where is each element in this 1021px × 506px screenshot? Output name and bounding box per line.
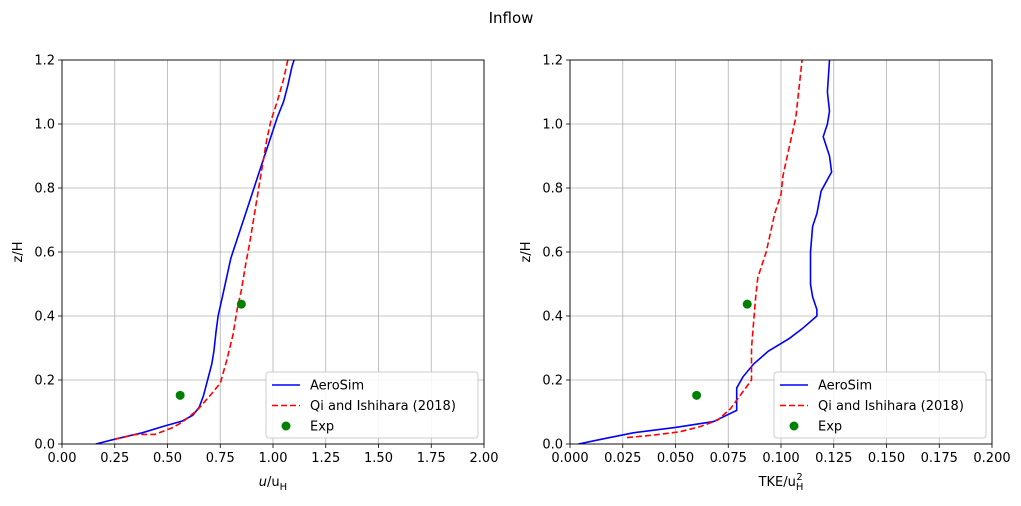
y-tick-label: 0.0 <box>542 438 563 453</box>
y-tick-label: 0.8 <box>34 182 55 197</box>
y-tick-label: 1.0 <box>542 118 563 133</box>
x-axis-label-main: TKE/u <box>758 475 796 490</box>
x-tick-label: 0.150 <box>868 451 905 466</box>
y-tick-label: 0.6 <box>34 246 55 261</box>
y-tick-label: 1.2 <box>34 54 55 69</box>
x-axis-label: TKE/uH2 <box>758 472 804 493</box>
x-axis-label-subscript: H <box>796 482 804 493</box>
x-axis-label: u/uH <box>259 475 287 493</box>
x-tick-label: 1.75 <box>417 451 446 466</box>
legend-marker-exp <box>281 421 291 431</box>
aerosim-series-line <box>578 60 833 444</box>
y-tick-label: 0.8 <box>542 182 563 197</box>
legend-entry-label: Qi and Ishihara (2018) <box>310 399 456 414</box>
x-tick-label: 0.000 <box>551 451 588 466</box>
axes-frame <box>61 59 485 445</box>
qi-ishihara-series-line <box>114 60 289 440</box>
x-tick-label: 1.50 <box>364 451 393 466</box>
exp-data-point <box>742 299 752 309</box>
y-tick-label: 0.2 <box>34 374 55 389</box>
legend-entry-label: Exp <box>818 420 842 435</box>
exp-data-point <box>236 299 246 309</box>
x-tick-label: 0.175 <box>921 451 958 466</box>
x-tick-label: 0.100 <box>762 451 799 466</box>
x-tick-label: 0.200 <box>973 451 1010 466</box>
y-tick-label: 0.2 <box>542 374 563 389</box>
y-axis-label: z/H <box>11 242 26 263</box>
x-tick-label: 0.075 <box>710 451 747 466</box>
legend-box <box>265 371 479 439</box>
x-tick-label: 0.75 <box>206 451 235 466</box>
legend-box <box>773 371 987 439</box>
x-axis-label-superscript: 2 <box>796 472 802 483</box>
y-tick-label: 0.4 <box>542 310 563 325</box>
x-tick-label: 0.025 <box>604 451 641 466</box>
legend-marker-exp <box>789 421 799 431</box>
y-tick-label: 1.0 <box>34 118 55 133</box>
legend-entry-label: AeroSim <box>310 379 364 394</box>
x-tick-label: 2.00 <box>470 451 499 466</box>
axes-frame <box>569 59 993 445</box>
left-plot-panel: 0.00 0.25 0.50 0.75 1.00 1.25 1.50 1.75 2.00 0.0 0… <box>11 54 498 494</box>
x-tick-label: 1.25 <box>311 451 340 466</box>
y-axis-label: z/H <box>519 242 534 263</box>
y-tick-label: 1.2 <box>542 54 563 69</box>
y-tick-label: 0.4 <box>34 310 55 325</box>
x-tick-label: 0.125 <box>815 451 852 466</box>
right-plot-panel: 0.000 0.025 0.050 0.075 0.100 0.125 0.150 0.175… <box>519 54 1011 494</box>
x-tick-label: 1.00 <box>259 451 288 466</box>
y-tick-label: 0.0 <box>34 438 55 453</box>
legend: AeroSim Qi and Ishihara (2018) Exp <box>773 371 987 439</box>
legend: AeroSim Qi and Ishihara (2018) Exp <box>265 371 479 439</box>
x-tick-label: 0.00 <box>48 451 77 466</box>
x-tick-label: 0.050 <box>657 451 694 466</box>
exp-data-point <box>692 390 702 400</box>
y-tick-label: 0.6 <box>542 246 563 261</box>
x-tick-label: 0.25 <box>100 451 129 466</box>
exp-data-point <box>175 390 185 400</box>
legend-entry-label: AeroSim <box>818 379 872 394</box>
figure-title: Inflow <box>489 9 534 27</box>
x-axis-label-main: u <box>259 475 267 490</box>
legend-entry-label: Exp <box>310 420 334 435</box>
x-axis-label-subscript: H <box>280 482 288 493</box>
x-tick-label: 0.50 <box>153 451 182 466</box>
qi-ishihara-series-line <box>626 60 803 439</box>
legend-entry-label: Qi and Ishihara (2018) <box>818 399 964 414</box>
x-axis-label-part: /u <box>267 475 280 490</box>
